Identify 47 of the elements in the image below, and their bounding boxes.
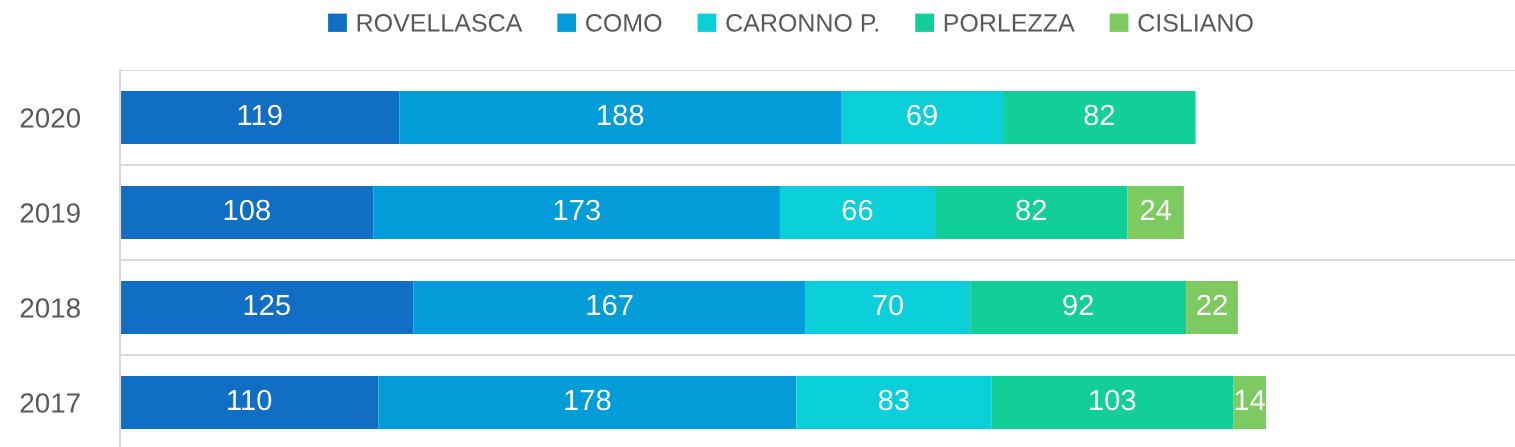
data-label: 70	[873, 294, 904, 316]
data-label: 83	[878, 389, 909, 411]
legend-label: COMO	[586, 14, 662, 32]
bar	[970, 280, 1187, 335]
legend-label: ROVELLASCA	[357, 14, 523, 32]
y-tick-label: 2019	[20, 203, 80, 223]
y-tick-label: 2017	[20, 393, 80, 413]
data-label: 82	[1084, 104, 1115, 126]
bar	[413, 280, 806, 335]
bar	[796, 375, 992, 430]
bar	[1003, 90, 1196, 145]
data-label: 167	[587, 294, 633, 316]
bar	[991, 375, 1234, 430]
data-label: 173	[554, 199, 600, 221]
bar	[373, 185, 780, 240]
legend-label: CARONNO P.	[726, 14, 878, 32]
data-label: 125	[244, 294, 290, 316]
y-tick-label: 2018	[20, 298, 80, 318]
data-label: 69	[907, 104, 937, 126]
data-label: 178	[565, 389, 611, 411]
bar	[120, 375, 379, 430]
data-label: 66	[842, 199, 873, 221]
bar	[805, 280, 971, 335]
bar	[840, 90, 1004, 145]
data-label: 24	[1140, 199, 1172, 221]
data-label: 108	[224, 199, 270, 221]
bar	[120, 90, 400, 145]
data-label: 188	[598, 104, 644, 126]
data-label: 103	[1090, 389, 1136, 411]
data-label: 14	[1235, 389, 1265, 411]
bar	[1127, 185, 1184, 240]
bar	[399, 90, 841, 145]
data-label: 82	[1016, 199, 1046, 221]
data-label: 22	[1197, 294, 1227, 316]
data-label: 119	[238, 104, 282, 126]
bar	[934, 185, 1128, 240]
bar	[1233, 375, 1267, 430]
bar	[378, 375, 797, 430]
bar	[120, 280, 414, 335]
data-label: 110	[228, 389, 272, 411]
legend-label: PORLEZZA	[944, 14, 1075, 32]
bar	[779, 185, 935, 240]
legend-label: CISLIANO	[1138, 14, 1253, 32]
data-label: 92	[1063, 294, 1093, 316]
bar	[120, 185, 374, 240]
bar	[1186, 280, 1238, 335]
y-tick-label: 2020	[20, 108, 81, 128]
